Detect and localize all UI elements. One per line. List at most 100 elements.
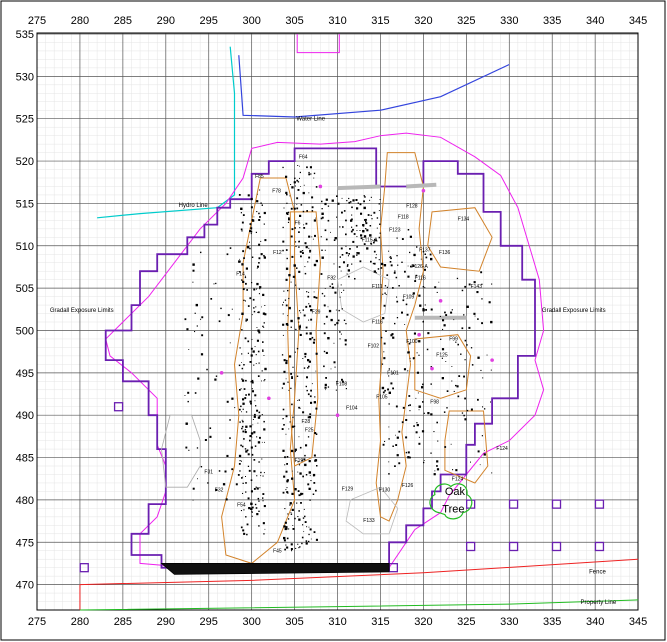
artifact-mark <box>308 460 311 463</box>
grey-bar-north-2 <box>406 182 437 189</box>
artifact-mark <box>187 400 189 403</box>
artifact-mark <box>380 262 384 266</box>
artifact-mark <box>308 540 310 543</box>
artifact-mark <box>192 263 195 266</box>
artifact-mark <box>297 181 300 183</box>
artifact-mark <box>253 307 255 309</box>
artifact-mark <box>410 265 412 268</box>
artifact-mark <box>302 252 304 254</box>
artifact-mark <box>251 515 253 517</box>
artifact-mark <box>244 337 247 340</box>
artifact-mark <box>293 181 296 184</box>
artifact-mark <box>291 470 293 472</box>
magenta-point <box>318 184 323 189</box>
artifact-mark <box>299 171 301 174</box>
artifact-mark <box>253 432 255 434</box>
artifact-mark <box>255 405 257 407</box>
artifact-mark <box>261 306 262 308</box>
artifact-mark <box>283 475 286 478</box>
artifact-mark <box>320 236 322 238</box>
artifact-mark <box>242 482 244 484</box>
artifact-mark <box>288 355 292 358</box>
artifact-mark <box>416 352 418 354</box>
artifact-mark <box>241 425 244 428</box>
artifact-mark <box>224 470 227 473</box>
artifact-mark <box>325 198 328 201</box>
artifact-mark <box>365 222 368 225</box>
artifact-mark <box>249 439 251 442</box>
artifact-mark <box>470 461 471 463</box>
artifact-mark <box>339 226 341 228</box>
artifact-mark <box>238 318 240 320</box>
artifact-mark <box>321 292 324 295</box>
artifact-mark <box>238 454 242 458</box>
artifact-mark <box>315 296 318 299</box>
artifact-mark <box>320 217 323 220</box>
artifact-mark <box>258 525 260 527</box>
artifact-mark <box>251 339 253 340</box>
artifact-mark <box>263 211 266 215</box>
artifact-mark <box>424 253 426 255</box>
artifact-mark <box>382 443 385 446</box>
artifact-mark <box>309 395 312 398</box>
artifact-mark <box>299 310 301 312</box>
artifact-mark <box>259 189 261 191</box>
x-tick-label-bottom: 300 <box>242 616 260 628</box>
artifact-mark <box>366 247 369 250</box>
artifact-mark <box>333 239 336 241</box>
artifact-mark <box>288 218 290 221</box>
artifact-mark <box>294 177 296 179</box>
artifact-mark <box>390 257 392 260</box>
x-tick-label-top: 335 <box>543 15 561 27</box>
artifact-mark <box>460 353 462 355</box>
artifact-mark <box>285 361 288 365</box>
artifact-mark <box>263 256 266 259</box>
artifact-mark <box>408 404 410 407</box>
artifact-mark <box>239 389 241 391</box>
artifact-mark <box>433 473 436 476</box>
artifact-mark <box>241 353 243 355</box>
artifact-mark <box>298 328 301 330</box>
artifact-mark <box>287 381 289 383</box>
artifact-mark <box>283 424 285 426</box>
artifact-mark <box>184 395 186 396</box>
artifact-mark <box>245 450 248 453</box>
artifact-mark <box>481 435 483 437</box>
artifact-mark <box>290 548 293 550</box>
artifact-mark <box>302 517 305 519</box>
artifact-mark <box>289 502 292 505</box>
artifact-mark <box>398 285 400 287</box>
artifact-mark <box>321 216 324 219</box>
artifact-mark <box>307 295 310 298</box>
artifact-mark <box>422 308 425 310</box>
artifact-mark <box>253 364 255 366</box>
artifact-mark <box>325 389 326 391</box>
artifact-mark <box>259 415 261 417</box>
artifact-mark <box>344 339 347 342</box>
oak-label: Oak <box>445 486 466 498</box>
artifact-mark <box>246 320 248 321</box>
artifact-mark <box>351 263 353 265</box>
artifact-mark <box>343 319 346 321</box>
artifact-mark <box>313 263 317 267</box>
artifact-mark <box>187 391 190 394</box>
artifact-mark <box>369 234 372 237</box>
x-tick-label-top: 285 <box>114 15 132 27</box>
artifact-mark <box>257 350 260 353</box>
artifact-mark <box>285 191 288 194</box>
artifact-mark <box>310 389 312 392</box>
artifact-mark <box>327 386 330 388</box>
artifact-mark <box>403 368 406 371</box>
artifact-mark <box>260 240 262 242</box>
artifact-mark <box>240 526 243 529</box>
artifact-mark <box>363 226 365 227</box>
artifact-mark <box>238 364 241 367</box>
artifact-mark <box>352 199 355 202</box>
artifact-mark <box>305 542 308 545</box>
artifact-mark <box>231 468 234 471</box>
artifact-mark <box>313 482 316 484</box>
artifact-mark <box>238 260 241 263</box>
artifact-mark <box>441 357 443 359</box>
artifact-mark <box>262 497 264 499</box>
